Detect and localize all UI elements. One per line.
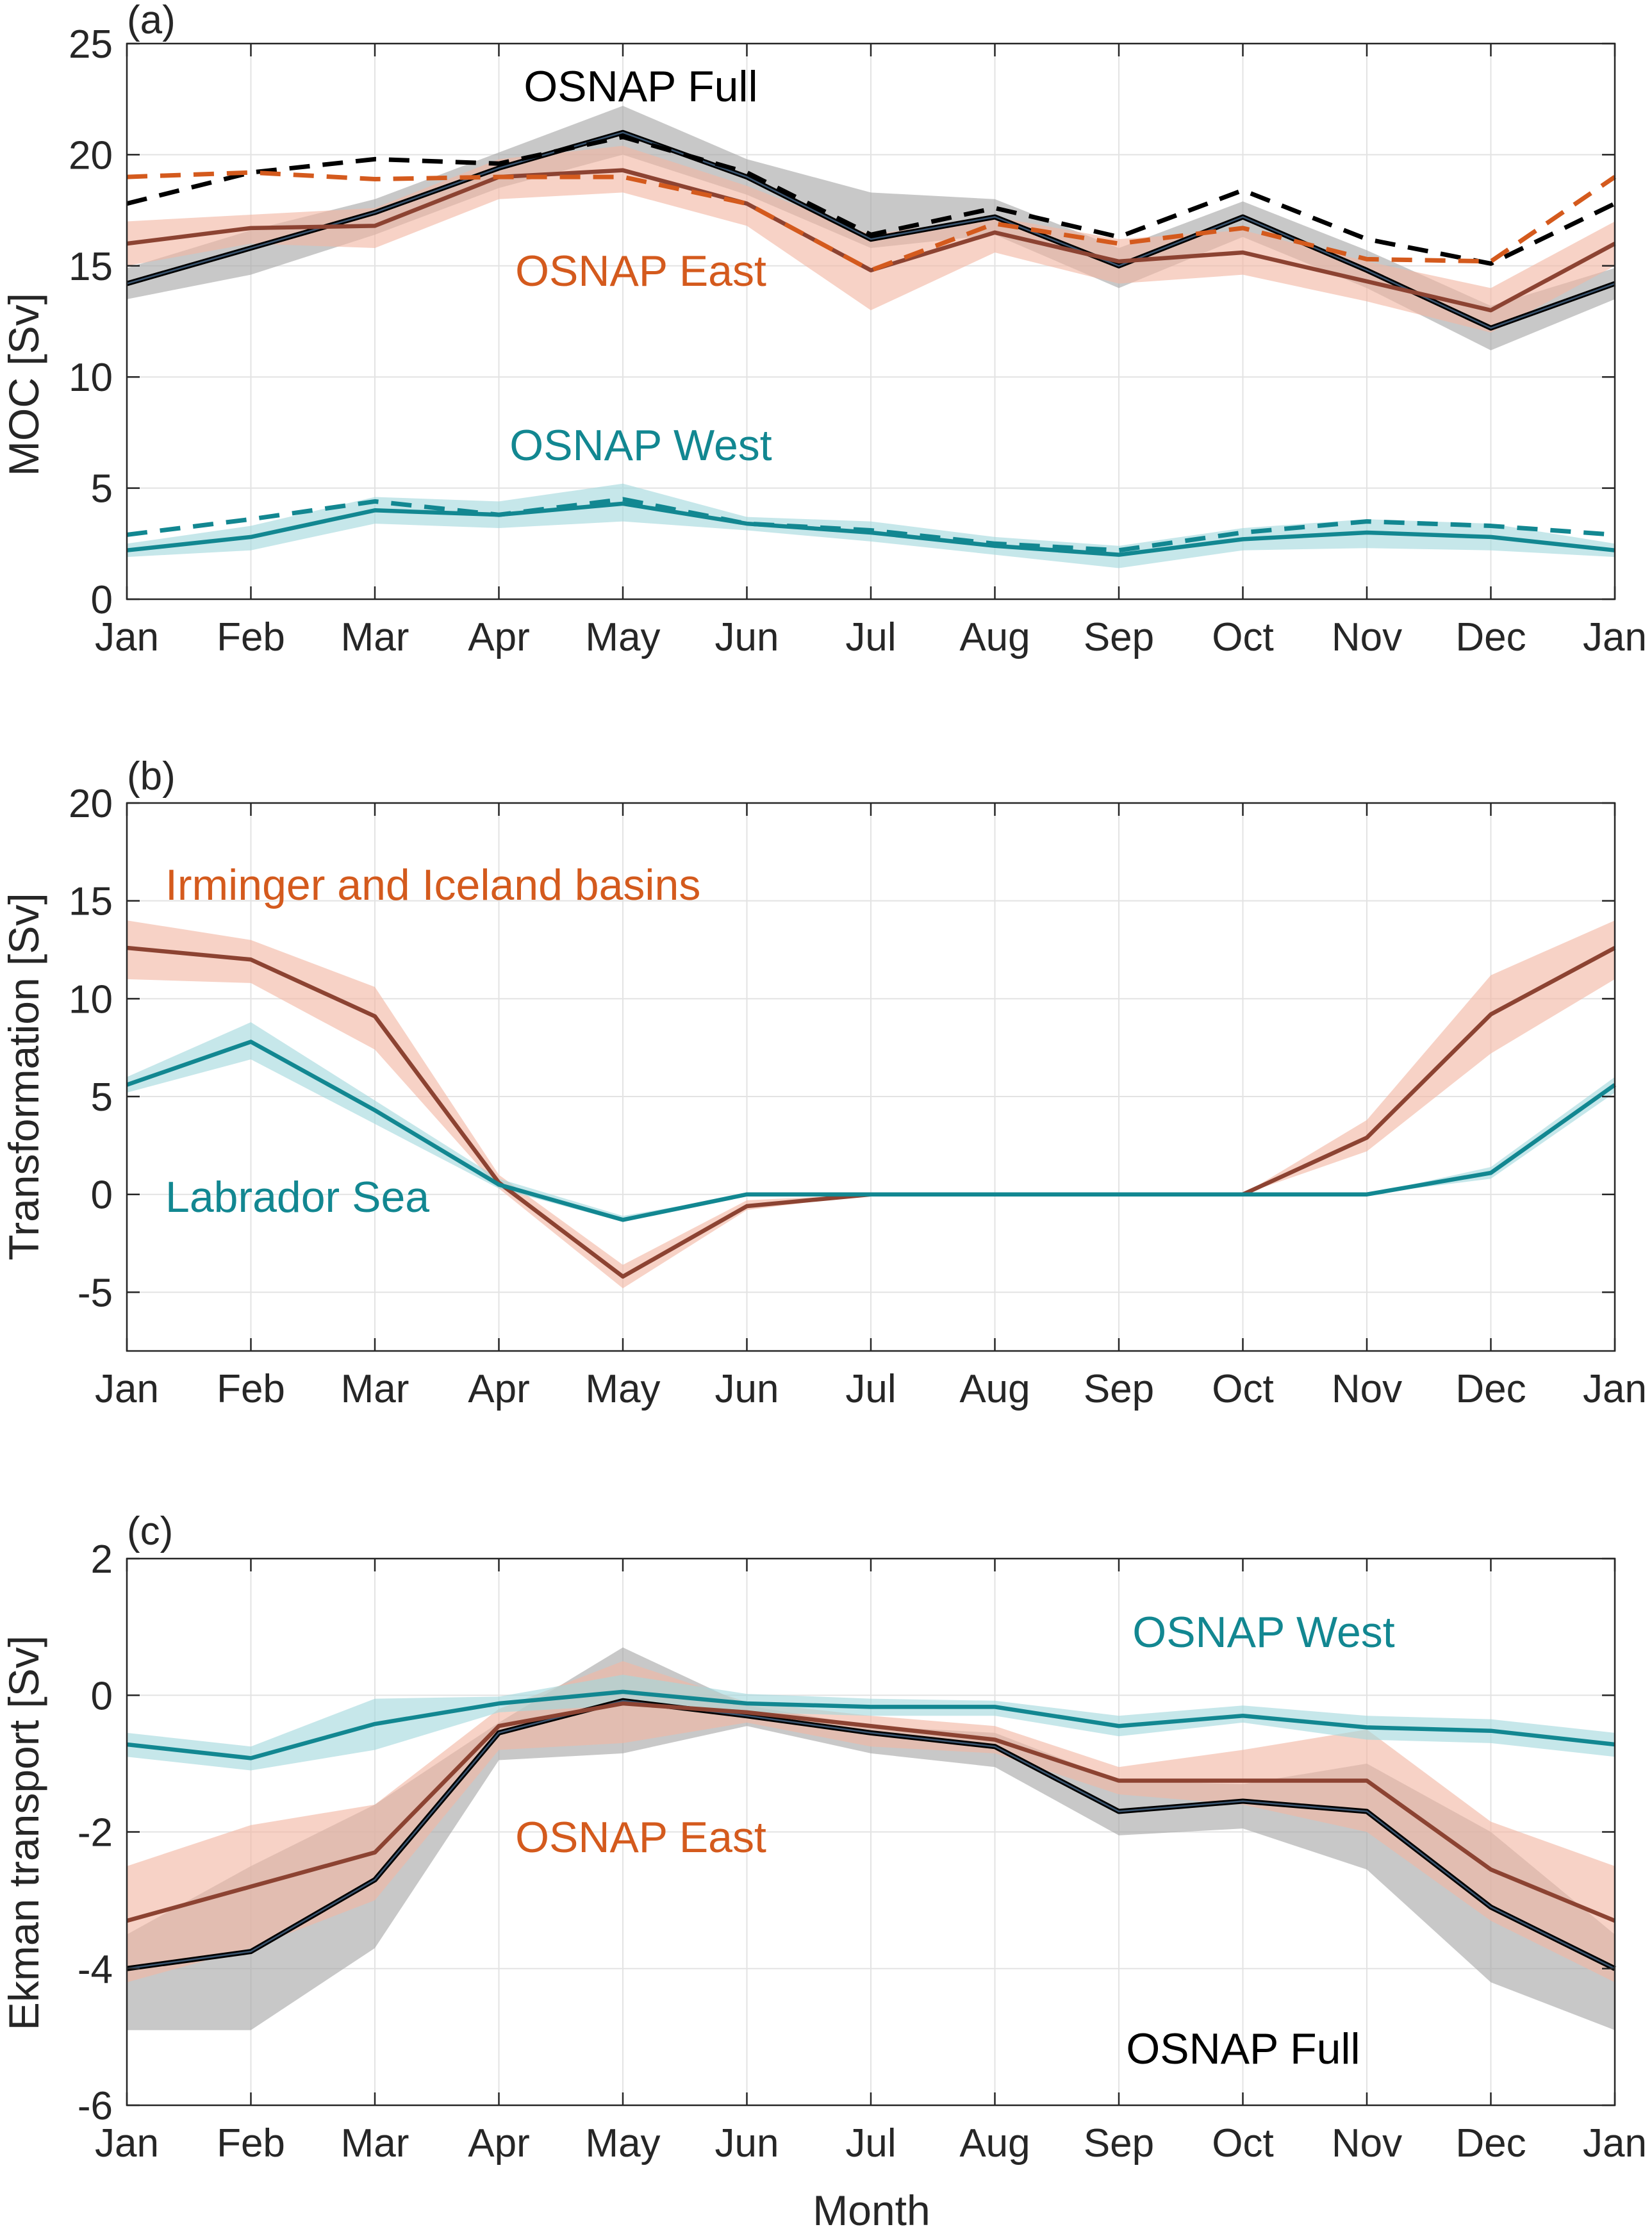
annotation-osnap-west: OSNAP West xyxy=(1132,1608,1395,1657)
band-east xyxy=(127,920,1615,1289)
x-tick-label: Mar xyxy=(341,2121,409,2166)
x-tick-label: Aug xyxy=(959,1367,1030,1411)
x-tick-label: Jan xyxy=(1583,2121,1647,2166)
x-tick-label: May xyxy=(585,1367,660,1411)
y-axis-label: MOC [Sv] xyxy=(0,293,47,476)
y-tick-label: 0 xyxy=(91,1173,113,1218)
x-tick-label: Jul xyxy=(845,615,896,659)
y-tick-label: 2 xyxy=(91,1537,113,1582)
x-tick-label: Feb xyxy=(217,1367,285,1411)
x-tick-label: Jan xyxy=(95,2121,159,2166)
x-tick-label: Jun xyxy=(715,1367,779,1411)
y-axis-label: Transformation [Sv] xyxy=(0,893,47,1260)
panel-c: (c) Ekman transport [Sv] Jan Feb Mar Apr May… xyxy=(0,1509,1647,2166)
x-tick-label: Mar xyxy=(341,615,409,659)
x-tick-label: Jan xyxy=(1583,1367,1647,1411)
y-tick-label: 5 xyxy=(91,1075,113,1120)
y-tick-label: 15 xyxy=(69,245,113,289)
panel-label: (c) xyxy=(127,1509,173,1553)
x-tick-label: Apr xyxy=(468,615,529,659)
x-tick-label: Mar xyxy=(341,1367,409,1411)
annotation-osnap-full: OSNAP Full xyxy=(524,62,757,111)
annotation-labrador-sea: Labrador Sea xyxy=(165,1173,429,1222)
line-east_dashed-dashed xyxy=(126,170,1616,273)
line-full-dashed xyxy=(126,135,1616,266)
annotation-osnap-east: OSNAP East xyxy=(515,247,766,295)
annotation-osnap-east: OSNAP East xyxy=(515,1813,766,1862)
y-tick-label: 0 xyxy=(91,578,113,622)
x-tick-label: Nov xyxy=(1332,1367,1402,1411)
line-west-solid xyxy=(126,1039,1616,1222)
x-tick-label: Aug xyxy=(959,615,1030,659)
annotation-osnap-west: OSNAP West xyxy=(509,421,772,470)
x-tick-label: Oct xyxy=(1212,615,1273,659)
x-tick-label: Aug xyxy=(959,2121,1030,2166)
x-tick-label: Sep xyxy=(1084,615,1154,659)
x-tick-label: Oct xyxy=(1212,2121,1273,2166)
y-tick-label: -2 xyxy=(78,1811,113,1855)
x-tick-label: May xyxy=(585,2121,660,2166)
line-east-solid xyxy=(126,168,1616,313)
y-tick-label: 20 xyxy=(69,133,113,178)
x-tick-label: Jan xyxy=(1583,615,1647,659)
x-tick-label: Jan xyxy=(95,1367,159,1411)
y-tick-label: 5 xyxy=(91,467,113,511)
annotation-osnap-full: OSNAP Full xyxy=(1126,2025,1360,2073)
panel-label: (a) xyxy=(127,0,176,42)
x-tick-label: Jun xyxy=(715,615,779,659)
y-tick-label: -4 xyxy=(78,1948,113,1992)
x-tick-label: Dec xyxy=(1455,2121,1526,2166)
y-tick-label: 10 xyxy=(69,356,113,400)
band-west xyxy=(127,1675,1615,1771)
y-tick-label: 0 xyxy=(91,1674,113,1718)
x-tick-label: Jul xyxy=(845,1367,896,1411)
x-tick-label: Feb xyxy=(217,2121,285,2166)
line-west-solid xyxy=(126,1689,1615,1760)
x-tick-label: Jan xyxy=(95,615,159,659)
x-tick-label: Jun xyxy=(715,2121,779,2166)
annotation-irminger-iceland: Irminger and Iceland basins xyxy=(165,861,700,909)
y-tick-label: 15 xyxy=(69,880,113,924)
x-tick-label: Dec xyxy=(1455,615,1526,659)
panel-label: (b) xyxy=(127,754,176,799)
y-tick-label: -6 xyxy=(78,2084,113,2128)
line-full xyxy=(126,1700,1615,1969)
x-tick-label: Jul xyxy=(845,2121,896,2166)
y-tick-label: 25 xyxy=(69,22,113,67)
band-east xyxy=(127,1660,1615,1983)
x-tick-label: Feb xyxy=(217,615,285,659)
x-tick-label: Nov xyxy=(1332,615,1402,659)
x-tick-label: May xyxy=(585,615,660,659)
x-tick-label: Sep xyxy=(1084,1367,1154,1411)
y-tick-label: -5 xyxy=(78,1271,113,1315)
x-tick-label: Apr xyxy=(468,1367,529,1411)
x-tick-label: Dec xyxy=(1455,1367,1526,1411)
band-west xyxy=(127,1022,1615,1222)
x-tick-label: Oct xyxy=(1212,1367,1273,1411)
line-west-dashed xyxy=(126,497,1615,553)
line-full xyxy=(126,131,1615,329)
x-axis-label: Month xyxy=(813,2187,930,2234)
x-tick-label: Nov xyxy=(1332,2121,1402,2166)
band-west xyxy=(127,483,1615,568)
y-axis-label: Ekman transport [Sv] xyxy=(0,1636,47,2030)
y-tick-label: 20 xyxy=(69,782,113,826)
panel-a: (a) MOC [Sv] Jan Feb Mar Apr May Jun Jul Aug Sep… xyxy=(0,0,1647,659)
x-tick-label: Sep xyxy=(1084,2121,1154,2166)
line-east-solid xyxy=(126,1701,1616,1923)
panel-b: (b) Transformation [Sv] Jan Feb Mar Apr May J… xyxy=(0,754,1647,1411)
x-tick-label: Apr xyxy=(468,2121,529,2166)
y-tick-label: 10 xyxy=(69,977,113,1022)
